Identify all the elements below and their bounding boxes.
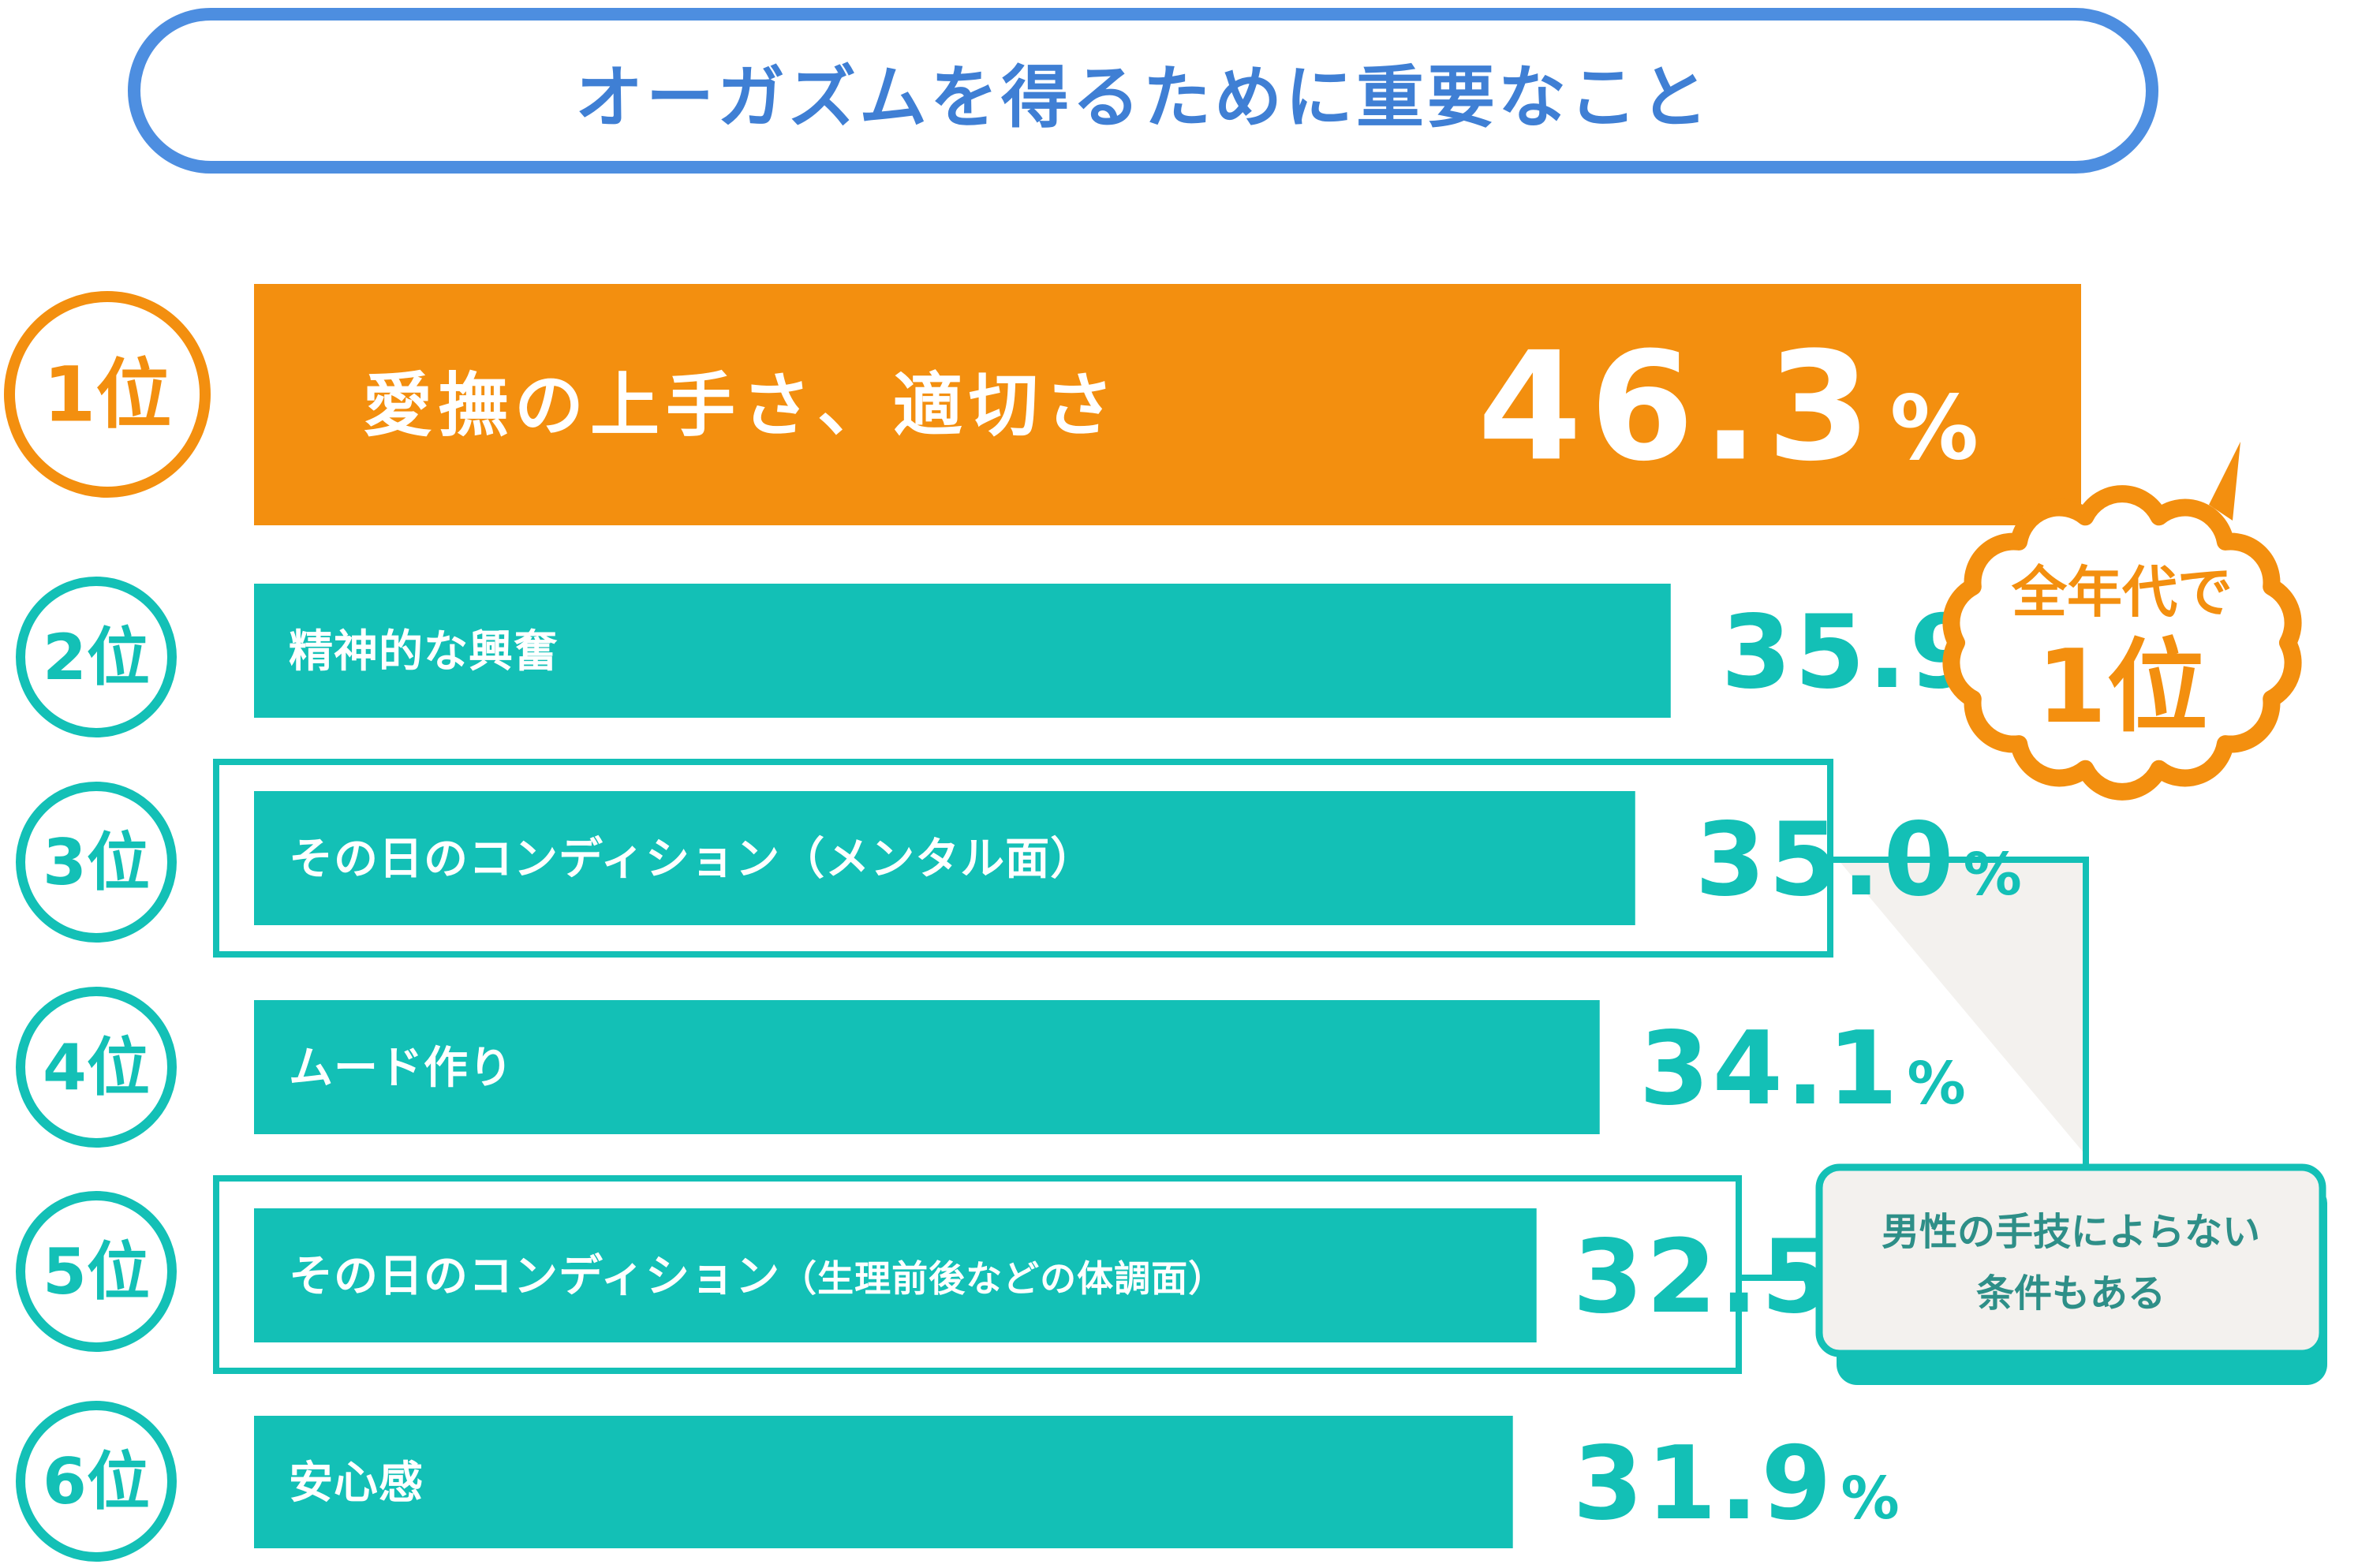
bar-label-1: 愛撫の上手さ、適切さ: [363, 365, 1120, 446]
callout-text-line1: 男性の手技によらない: [1882, 1210, 2260, 1254]
burst-text-line2: 1位: [2036, 629, 2207, 746]
rank-label-2: 2位: [43, 621, 150, 694]
rank-label-1: 1位: [43, 351, 172, 439]
rank-badge-3: [16, 782, 177, 943]
bar-label-6: 安心感: [289, 1458, 424, 1509]
rank-badge-1: [4, 291, 211, 498]
bar-5: [254, 1208, 1537, 1342]
callout-connector-rank3: [1830, 857, 2089, 1177]
bar-value-unit-1: %: [1890, 377, 1986, 480]
burst-cloud: [1942, 485, 2302, 801]
bar-value-unit-6: %: [1841, 1465, 1903, 1533]
bar-value-unit-4: %: [1908, 1050, 1969, 1118]
callout-text-line2: 条件もある: [1976, 1271, 2166, 1316]
rank-badge-2: [16, 577, 177, 737]
bar-row-3: 3位 その日のコンディション（メンタル面） 35.0%: [16, 782, 2025, 943]
bar-1: [254, 284, 2081, 525]
bar-value-6: 31.9%: [1573, 1425, 1903, 1543]
rank-badge-5: [16, 1191, 177, 1352]
bar-value-3: 35.0%: [1695, 801, 2025, 919]
rank-label-6: 6位: [43, 1445, 150, 1518]
burst-spike: [2209, 442, 2240, 521]
bar-label-suffix-5: （生理前後などの体調面）: [780, 1257, 1225, 1300]
burst-text-line1: 全年代で: [2011, 560, 2233, 625]
bar-3: [254, 791, 1635, 925]
bar-row-4: 4位 ムード作り 34.1%: [16, 987, 1969, 1148]
bar-value-unit-3: %: [1964, 841, 2025, 909]
bar-2: [254, 584, 1671, 718]
rank-label-4: 4位: [43, 1031, 150, 1104]
bar-label-4: ムード作り: [289, 1043, 514, 1094]
chart-title: オーガズムを得るために重要なこと: [575, 58, 1711, 137]
bar-row-6: 6位 安心感 31.9%: [16, 1401, 1903, 1562]
chart-title-box: オーガズムを得るために重要なこと: [128, 8, 2158, 174]
bar-label-2: 精神的な興奮: [289, 626, 559, 678]
bar-6: [254, 1416, 1513, 1548]
bar-4: [254, 1000, 1600, 1134]
rank-label-3: 3位: [43, 826, 150, 899]
bar-value-4: 34.1%: [1639, 1010, 1969, 1128]
rank-label-5: 5位: [43, 1235, 150, 1309]
rank-badge-6: [16, 1401, 177, 1562]
callout-pointer: [1838, 860, 2083, 1152]
rank-badge-4: [16, 987, 177, 1148]
callout-panel: [1815, 1163, 2326, 1357]
bar-label-3: その日のコンディション（メンタル面）: [289, 834, 1095, 885]
bar-label-5: その日のコンディション（生理前後などの体調面）: [289, 1251, 1225, 1302]
bar-row-1: 1位 愛撫の上手さ、適切さ 46.3%: [4, 284, 2081, 525]
